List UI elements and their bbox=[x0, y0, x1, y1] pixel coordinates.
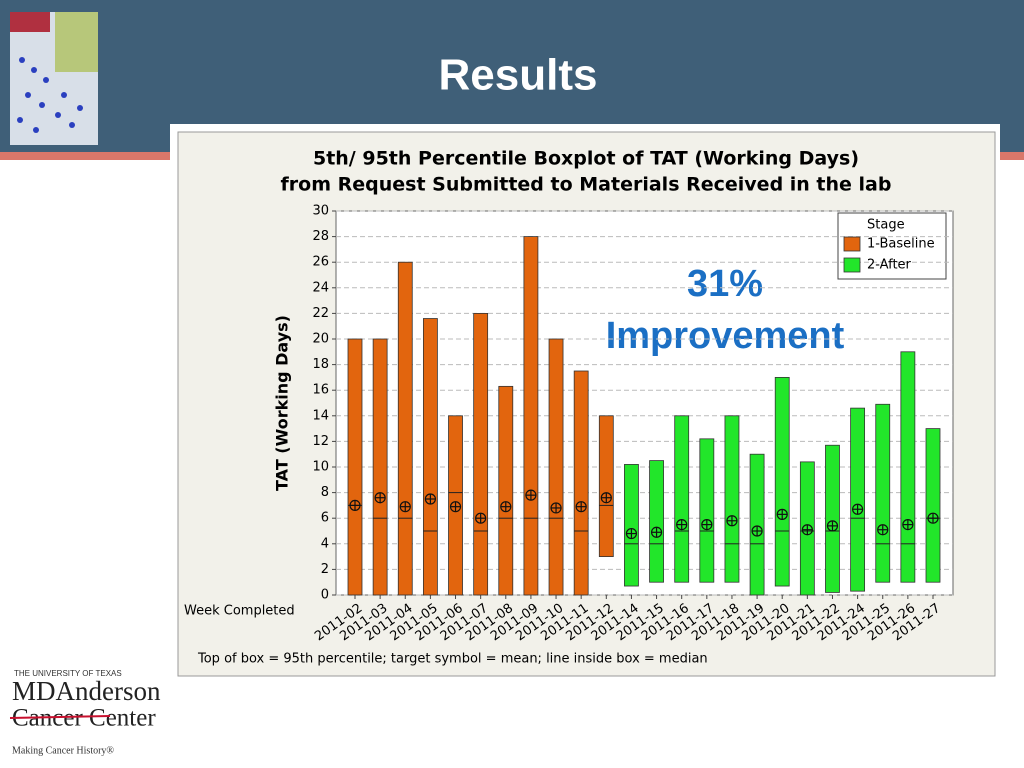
box bbox=[397, 261, 413, 596]
logo-text: THE UNIVERSITY OF TEXAS bbox=[14, 669, 122, 678]
x-axis-label: Week Completed bbox=[184, 604, 295, 619]
box bbox=[372, 338, 388, 596]
y-tick-label: 0 bbox=[321, 588, 329, 603]
mean-symbol bbox=[826, 520, 839, 532]
y-tick-label: 8 bbox=[321, 485, 329, 500]
box bbox=[498, 385, 514, 596]
y-tick-label: 26 bbox=[312, 255, 329, 270]
box bbox=[573, 370, 589, 596]
mean-symbol bbox=[751, 525, 763, 537]
legend-swatch bbox=[843, 236, 861, 252]
y-tick-label: 10 bbox=[312, 460, 329, 475]
y-tick-label: 14 bbox=[312, 408, 329, 423]
legend-label: 1-Baseline bbox=[867, 237, 935, 252]
y-tick-label: 30 bbox=[312, 204, 329, 219]
mean-symbol bbox=[600, 492, 612, 504]
box bbox=[850, 407, 866, 592]
chart-title: 5th/ 95th Percentile Boxplot of TAT (Wor… bbox=[313, 148, 859, 170]
mean-symbol bbox=[726, 515, 738, 527]
mean-symbol bbox=[449, 501, 462, 513]
y-tick-label: 6 bbox=[321, 511, 329, 526]
annotation: Improvement bbox=[606, 315, 845, 357]
box bbox=[774, 376, 790, 587]
box bbox=[875, 403, 891, 583]
logo-swoosh bbox=[9, 715, 111, 719]
mean-symbol bbox=[776, 508, 788, 520]
mean-symbol bbox=[475, 512, 487, 524]
mean-symbol bbox=[650, 526, 663, 538]
y-tick-label: 28 bbox=[312, 229, 329, 244]
box bbox=[900, 351, 916, 583]
box bbox=[674, 415, 690, 583]
chart-title: from Request Submitted to Materials Rece… bbox=[281, 174, 892, 196]
legend-title: Stage bbox=[867, 218, 905, 233]
y-tick-label: 16 bbox=[312, 383, 329, 398]
mean-symbol bbox=[625, 527, 638, 540]
mean-symbol bbox=[801, 524, 813, 536]
box bbox=[422, 318, 438, 596]
box bbox=[749, 453, 765, 596]
mean-symbol bbox=[877, 524, 889, 536]
legend-label: 2-After bbox=[867, 258, 912, 273]
y-tick-label: 2 bbox=[321, 562, 329, 577]
mean-symbol bbox=[349, 499, 361, 511]
y-tick-label: 4 bbox=[321, 536, 329, 551]
y-tick-label: 20 bbox=[312, 332, 329, 347]
slide-title: Results bbox=[439, 51, 598, 100]
box bbox=[925, 428, 941, 583]
y-axis-label: TAT (Working Days) bbox=[273, 315, 292, 491]
mean-symbol bbox=[676, 518, 688, 531]
mean-symbol bbox=[500, 501, 512, 513]
mean-symbol bbox=[525, 489, 537, 501]
y-tick-label: 24 bbox=[312, 280, 329, 295]
mean-symbol bbox=[902, 518, 914, 531]
box bbox=[548, 338, 564, 596]
box bbox=[473, 312, 489, 596]
mean-symbol bbox=[424, 493, 436, 505]
logo-text: MDAnderson bbox=[12, 676, 161, 706]
box bbox=[347, 338, 363, 596]
legend-swatch bbox=[843, 257, 861, 273]
y-tick-label: 22 bbox=[312, 306, 329, 321]
footnote: Top of box = 95th percentile; target sym… bbox=[197, 652, 708, 667]
mean-symbol bbox=[399, 501, 411, 513]
box bbox=[649, 460, 664, 583]
mean-symbol bbox=[701, 518, 713, 531]
mean-symbol bbox=[374, 492, 386, 504]
mean-symbol bbox=[575, 501, 587, 513]
box bbox=[825, 444, 840, 593]
box bbox=[699, 438, 715, 583]
box bbox=[523, 236, 539, 596]
box bbox=[598, 415, 614, 557]
mean-symbol bbox=[927, 512, 939, 524]
mean-symbol bbox=[852, 503, 864, 515]
lab-photo bbox=[10, 12, 98, 145]
box bbox=[624, 464, 639, 587]
box bbox=[724, 415, 740, 583]
annotation: 31% bbox=[687, 263, 763, 305]
y-tick-label: 12 bbox=[312, 434, 329, 449]
logo-tagline: Making Cancer History® bbox=[12, 745, 114, 756]
mean-symbol bbox=[550, 502, 562, 514]
y-tick-label: 18 bbox=[312, 357, 329, 372]
